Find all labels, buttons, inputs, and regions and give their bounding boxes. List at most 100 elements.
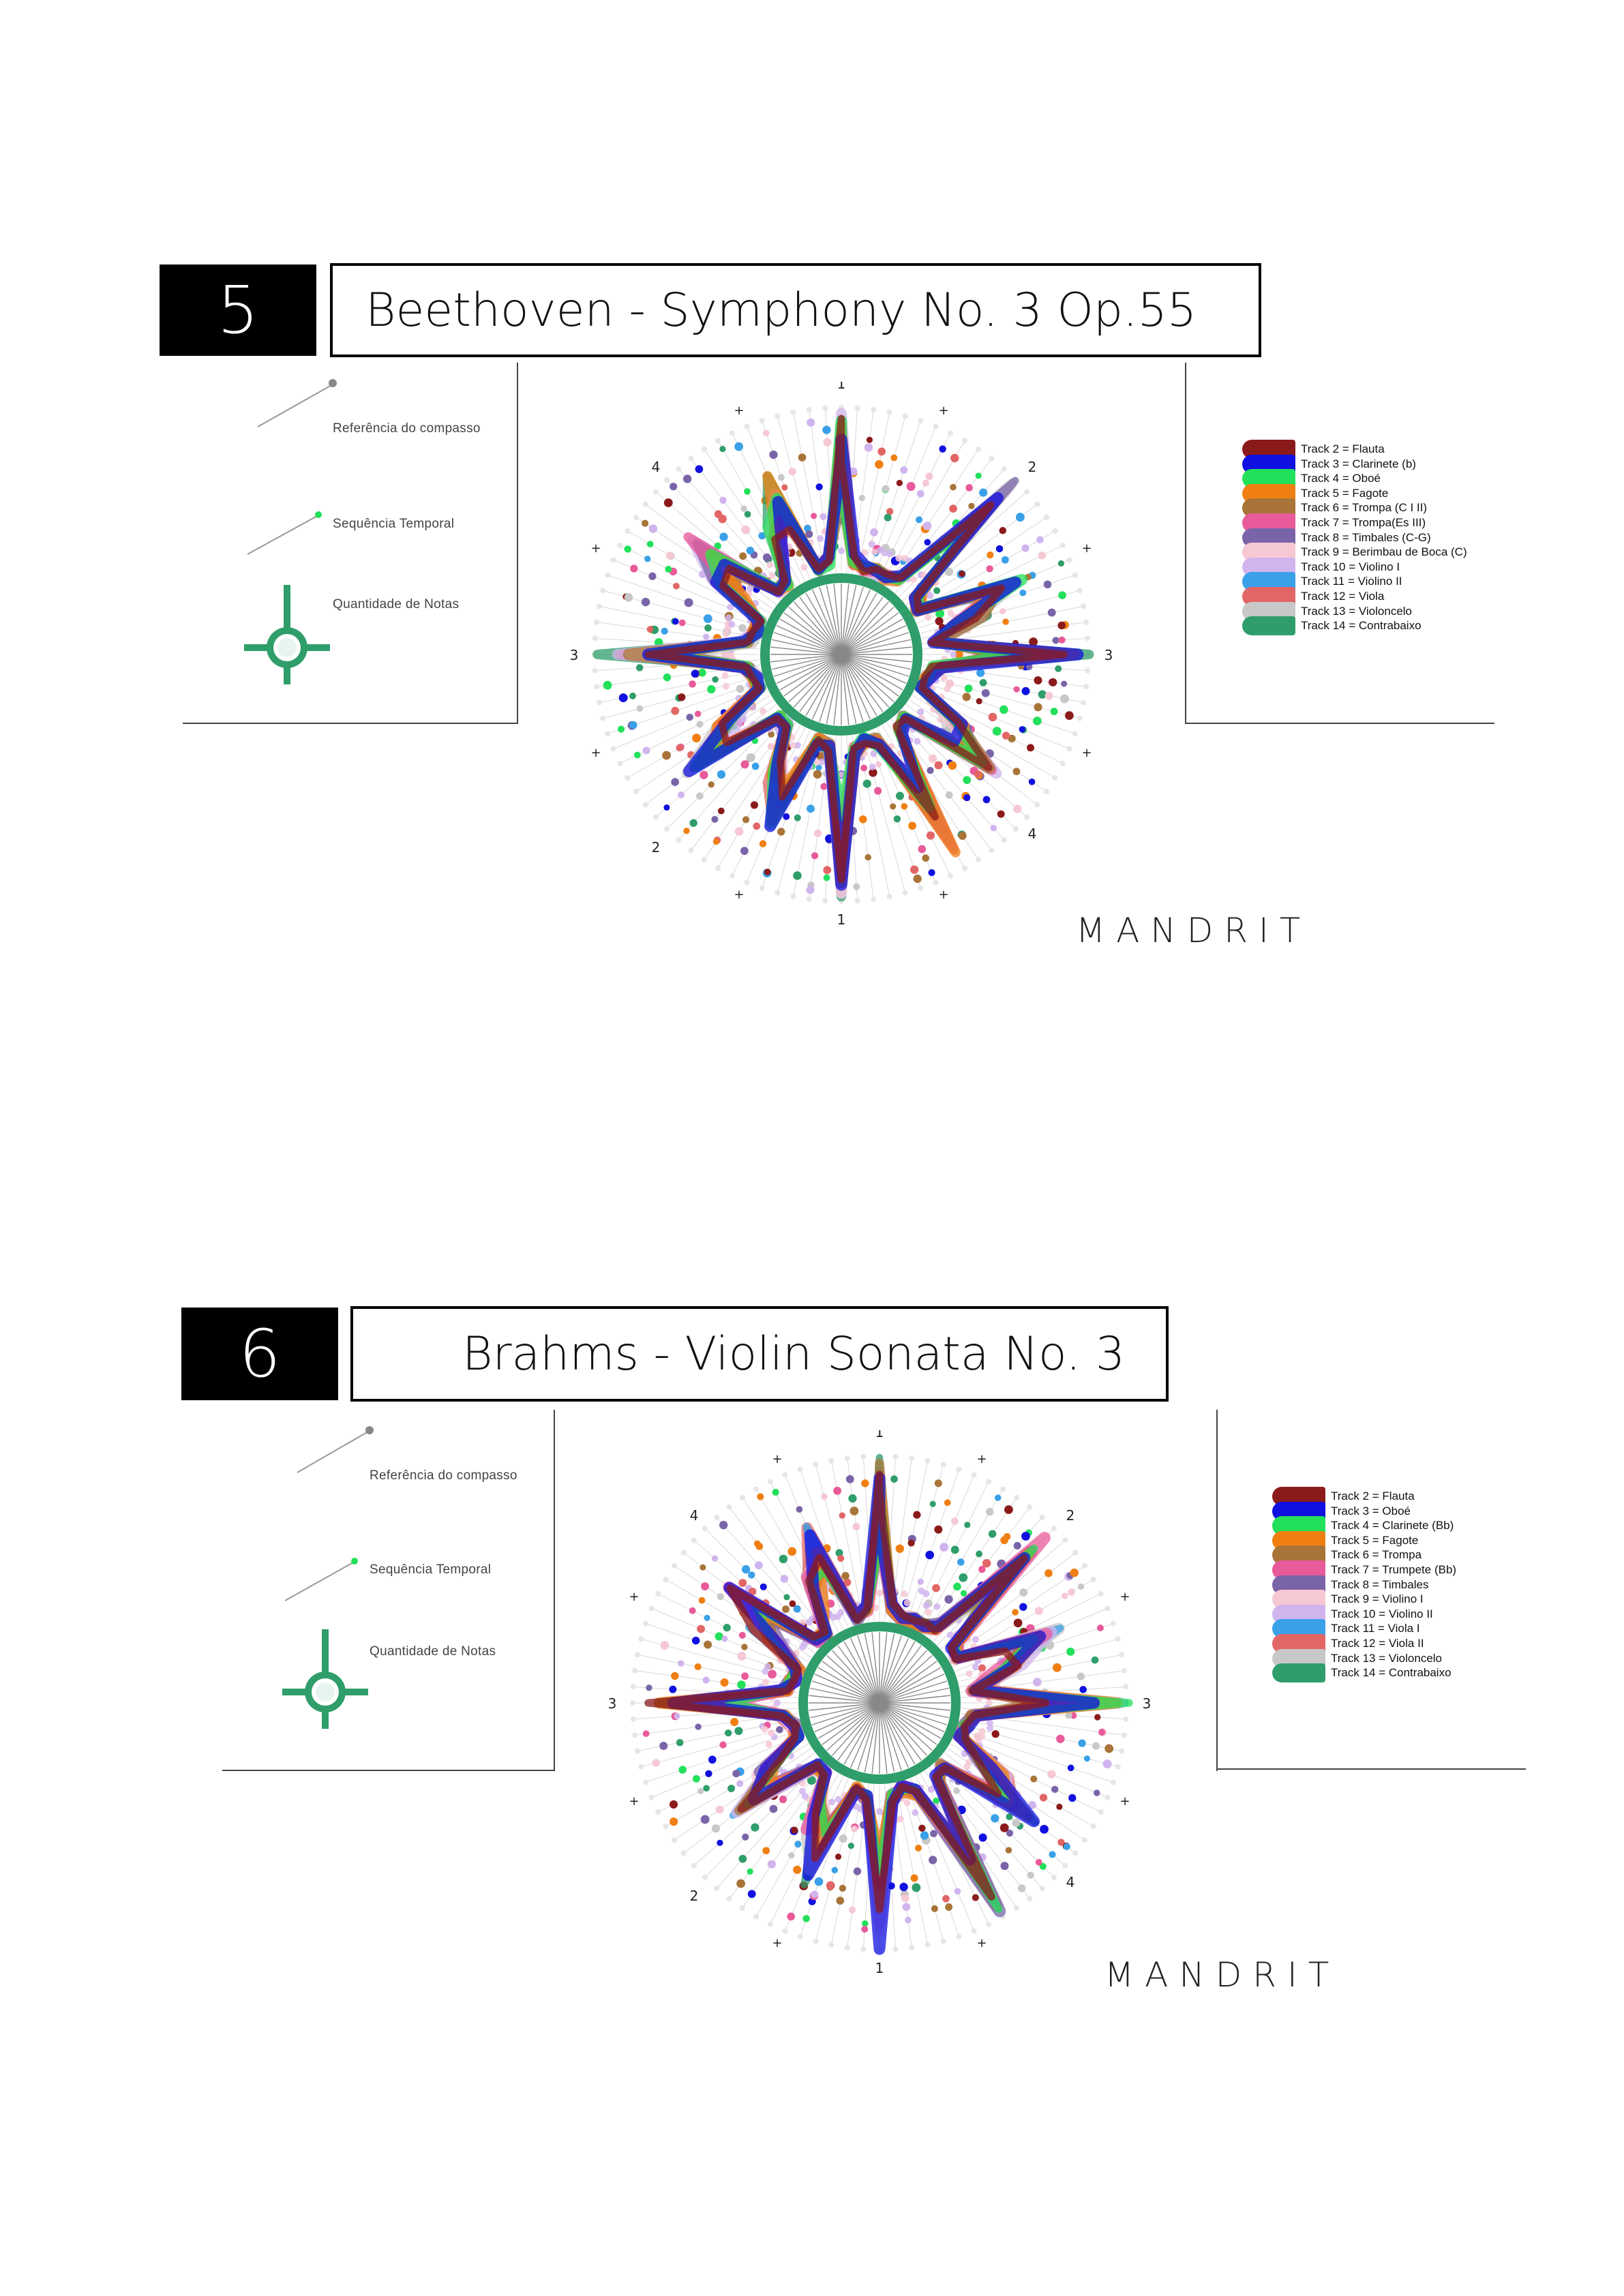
hub-spoke xyxy=(850,1637,880,1704)
note-dot xyxy=(1077,1672,1085,1680)
note-dot xyxy=(712,839,720,845)
legend-label: Track 12 = Viola xyxy=(1301,590,1385,603)
note-dot xyxy=(1013,804,1022,813)
compass-plus: + xyxy=(976,1452,987,1466)
ring-dot xyxy=(600,588,606,594)
note-dot xyxy=(1021,686,1030,695)
hub-spoke xyxy=(822,1702,880,1745)
note-dot xyxy=(924,539,931,546)
hub-spoke xyxy=(841,646,912,655)
note-dot xyxy=(704,624,712,632)
note-dot xyxy=(839,1512,846,1519)
note-dot xyxy=(737,1651,747,1661)
inner-dot xyxy=(914,738,921,745)
note-dot xyxy=(1098,1728,1106,1736)
note-dot xyxy=(858,494,865,502)
note-dot xyxy=(618,693,628,703)
note-dot xyxy=(1058,636,1066,644)
legend-label: Track 7 = Trumpete (Bb) xyxy=(1331,1563,1457,1576)
inner-dot xyxy=(818,758,826,766)
ring-dot xyxy=(648,1605,655,1612)
ring-dot xyxy=(933,423,939,429)
note-dot xyxy=(703,1785,710,1792)
note-dot xyxy=(1034,1607,1043,1615)
note-dot xyxy=(915,1844,922,1852)
note-dot xyxy=(798,453,807,462)
hub-spoke xyxy=(819,654,842,723)
note-dot xyxy=(957,1558,965,1566)
inner-dot xyxy=(871,548,878,556)
ring-dot xyxy=(753,1914,759,1920)
hub-spoke xyxy=(841,618,903,655)
ring-dot xyxy=(1034,802,1040,808)
inner-dot xyxy=(903,1599,911,1607)
hub-spoke xyxy=(841,654,907,684)
inner-dot xyxy=(924,614,932,621)
note-dot xyxy=(1001,556,1009,564)
ring-dot xyxy=(962,438,967,444)
hub-spoke xyxy=(841,586,864,655)
note-dot xyxy=(945,791,953,799)
inner-dot xyxy=(987,1725,994,1732)
note-dot xyxy=(738,1579,747,1587)
note-dot xyxy=(762,553,772,562)
note-dot xyxy=(670,483,678,491)
ring-dot xyxy=(813,1462,819,1468)
spoke-line xyxy=(905,1470,959,1626)
note-dot xyxy=(910,1874,918,1882)
ring-dot xyxy=(632,1667,638,1674)
hub-spoke xyxy=(841,654,849,725)
hub-spoke xyxy=(841,639,911,655)
note-dot xyxy=(665,565,672,573)
note-dot xyxy=(990,824,997,832)
note-dot xyxy=(805,530,813,539)
inner-dot xyxy=(950,651,957,658)
note-dot xyxy=(1012,1818,1021,1827)
hub-spoke xyxy=(879,1702,937,1745)
note-dot xyxy=(719,1520,728,1530)
left-frame-horizontal xyxy=(222,1770,555,1771)
inner-dot xyxy=(886,550,893,558)
note-dot xyxy=(1021,1532,1030,1541)
note-dot xyxy=(1068,1588,1075,1596)
note-dot xyxy=(913,874,922,883)
radial-chart: 1 1 3 3 2 2 4 4 + + + + + + + + xyxy=(608,1430,1152,1976)
note-dot xyxy=(692,1774,700,1783)
ring-dot xyxy=(1043,514,1049,520)
inner-dot xyxy=(774,1700,781,1706)
note-dot xyxy=(1039,1862,1047,1870)
note-dot xyxy=(788,468,796,476)
note-dot xyxy=(741,1644,748,1650)
note-dot xyxy=(975,472,982,479)
note-dot xyxy=(659,1741,668,1751)
note-dot xyxy=(890,454,898,462)
inner-dot xyxy=(747,584,754,592)
hub-spoke xyxy=(772,654,842,670)
compass-plus: + xyxy=(938,888,948,902)
inner-dot xyxy=(722,682,730,690)
note-dot xyxy=(935,617,944,626)
right-frame-vertical xyxy=(1216,1410,1218,1771)
reference-label: Referência do compasso xyxy=(333,421,481,436)
left-frame-vertical xyxy=(554,1410,555,1771)
note-dot xyxy=(673,582,680,590)
quantity-label: Quantidade de Notas xyxy=(333,597,460,611)
note-dot xyxy=(1050,708,1058,716)
ring-dot xyxy=(617,542,623,548)
compass-label-bottom-left: 2 xyxy=(690,1888,699,1904)
note-dot xyxy=(1043,580,1052,589)
note-dot xyxy=(1000,1862,1009,1871)
note-dot xyxy=(837,1554,845,1562)
note-dot xyxy=(736,1879,746,1888)
note-dot xyxy=(730,1718,739,1727)
ring-dot xyxy=(1104,1794,1111,1800)
ring-dot xyxy=(775,890,781,896)
hub-spoke xyxy=(773,654,842,677)
note-dot xyxy=(1019,726,1025,733)
note-dot xyxy=(777,828,785,836)
compass-plus: + xyxy=(734,404,744,418)
track-path xyxy=(644,414,1068,883)
ring-dot xyxy=(940,1462,946,1468)
hub-spoke xyxy=(864,1702,880,1772)
